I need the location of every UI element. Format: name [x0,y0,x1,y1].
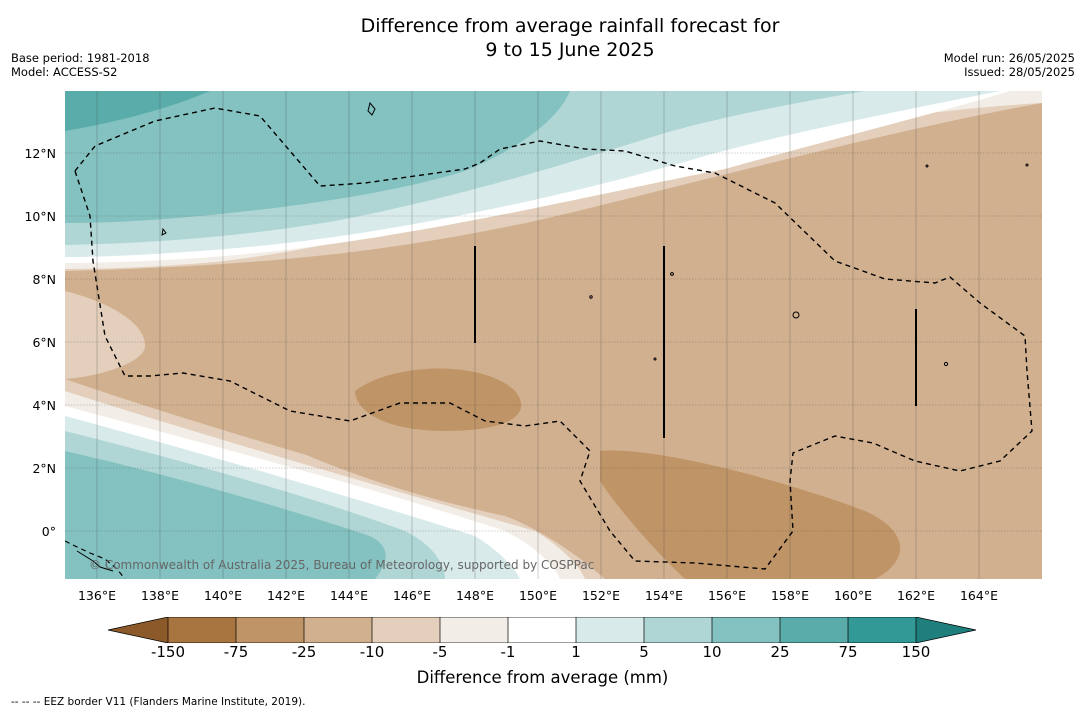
colorbar-label: Difference from average (mm) [416,668,669,687]
lon-label-156e: 156°E [707,588,746,603]
cb-swatch-9 [712,617,780,643]
lon-label-150e: 150°E [518,588,557,603]
fill-n-dark-teal [65,91,210,131]
lon-label-136e: 136°E [77,588,116,603]
cb-swatch-6 [508,617,576,643]
cb-swatch-8 [644,617,712,643]
metadata-right: Model run: 26/05/2025 Issued: 28/05/2025 [944,51,1075,79]
metadata-left: Base period: 1981-2018 Model: ACCESS-S2 [11,51,150,79]
cb-swatch-4 [372,617,440,643]
issued-date: Issued: 28/05/2025 [964,65,1075,79]
fill-dry-blob-west [355,368,522,431]
lon-label-140e: 140°E [203,588,242,603]
cb-arrow-low [108,617,168,643]
fill-s-teal [65,451,386,579]
cb-swatch-5 [440,617,508,643]
lat-label-2n: 2°N [32,461,56,476]
lon-label-164e: 164°E [959,588,998,603]
model-name: Model: ACCESS-S2 [11,65,118,79]
cb-swatch-3 [304,617,372,643]
cb-swatch-11 [848,617,916,643]
base-period: Base period: 1981-2018 [11,51,150,65]
cb-tick-10: 10 [702,643,722,661]
cb-swatch-10 [780,617,848,643]
title-line-2: 9 to 15 June 2025 [485,39,655,61]
eez-border-south [65,540,126,579]
lat-label-6n: 6°N [32,335,56,350]
copyright-notice: © Commonwealth of Australia 2025, Bureau… [89,558,595,572]
cb-swatch-2 [236,617,304,643]
lon-label-158e: 158°E [770,588,809,603]
cb-tick-minus10: -10 [359,643,385,661]
map-title: Difference from average rainfall forecas… [0,14,1085,62]
lon-label-144e: 144°E [329,588,368,603]
lat-label-8n: 8°N [32,272,56,287]
cb-tick-minus5: -5 [432,643,448,661]
cb-swatch-1 [168,617,236,643]
lon-label-160e: 160°E [833,588,872,603]
model-run: Model run: 26/05/2025 [943,51,1075,65]
lon-label-152e: 152°E [581,588,620,603]
lat-label-10n: 10°N [24,209,56,224]
cb-tick-minus25: -25 [291,643,317,661]
rainfall-map [65,91,1042,579]
cb-swatch-7 [576,617,644,643]
colorbar-svg [107,616,977,644]
fill-dry-blob-east [600,450,901,579]
islands [76,101,1029,572]
lat-label-0: 0° [41,524,56,539]
cb-tick-5: 5 [639,643,649,661]
eez-footnote: -- -- -- EEZ border V11 (Flanders Marine… [11,696,306,708]
lon-label-146e: 146°E [392,588,431,603]
cb-tick-minus75: -75 [223,643,249,661]
lon-label-138e: 138°E [140,588,179,603]
cb-tick-minus150: -150 [150,643,186,661]
cb-arrow-high [916,617,976,643]
title-line-1: Difference from average rainfall forecas… [360,15,780,37]
lon-label-154e: 154°E [644,588,683,603]
cb-tick-25: 25 [770,643,790,661]
gridlines-lat [65,152,1042,532]
fill-n-teal [65,91,570,223]
cb-tick-75: 75 [838,643,858,661]
lon-label-162e: 162°E [896,588,935,603]
lon-label-148e: 148°E [455,588,494,603]
colorbar [107,616,978,647]
gridlines-lon [96,91,980,579]
fill-w-light-brown [65,291,145,379]
eez-border-main [74,107,1033,570]
map-canvas [65,91,1042,579]
lat-label-4n: 4°N [32,398,56,413]
cb-tick-minus1: -1 [500,643,516,661]
lat-label-12n: 12°N [24,146,56,161]
cb-tick-150: 150 [901,643,931,661]
cb-tick-1: 1 [571,643,581,661]
lon-label-142e: 142°E [266,588,305,603]
fill-dry-core [145,241,1042,579]
